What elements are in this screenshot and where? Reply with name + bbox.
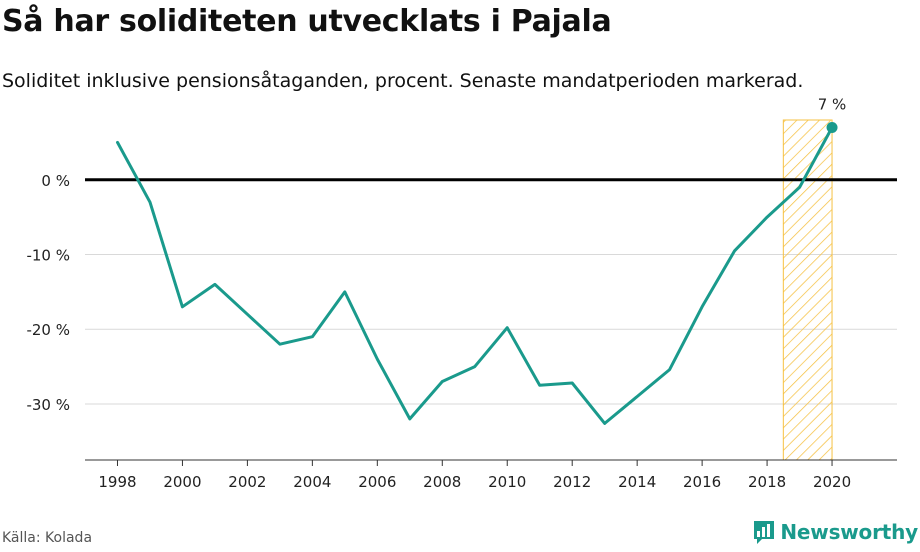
brand-name: Newsworthy [780, 520, 918, 544]
x-tick-label: 2004 [293, 473, 331, 491]
x-tick-label: 2010 [488, 473, 526, 491]
series-line [116, 126, 834, 425]
highlight-band [782, 119, 833, 461]
x-tick-label: 2008 [423, 473, 461, 491]
chart-subtitle: Soliditet inklusive pensionsåtaganden, p… [2, 70, 804, 92]
last-point-label: 7 % [818, 95, 847, 113]
x-tick-label: 2018 [748, 473, 786, 491]
x-tick-label: 2012 [553, 473, 591, 491]
source-note: Källa: Kolada [2, 530, 93, 546]
last-point-marker [826, 121, 838, 133]
x-tick-label: 2016 [683, 473, 721, 491]
y-tick-label: 0 % [41, 172, 70, 190]
newsworthy-logo-icon [754, 521, 775, 544]
x-tick-label: 1998 [98, 473, 136, 491]
chart-title: Så har soliditeten utvecklats i Pajala [2, 4, 612, 39]
x-tick-label: 2020 [813, 473, 851, 491]
y-tick-label: -10 % [26, 247, 70, 265]
x-tick-label: 2000 [163, 473, 201, 491]
y-tick-label: -20 % [26, 321, 70, 339]
x-tick-label: 2006 [358, 473, 396, 491]
y-tick-label: -30 % [26, 396, 70, 414]
x-tick-label: 2002 [228, 473, 266, 491]
x-tick-label: 2014 [618, 473, 656, 491]
brand-logo-group: Newsworthy [753, 519, 918, 545]
